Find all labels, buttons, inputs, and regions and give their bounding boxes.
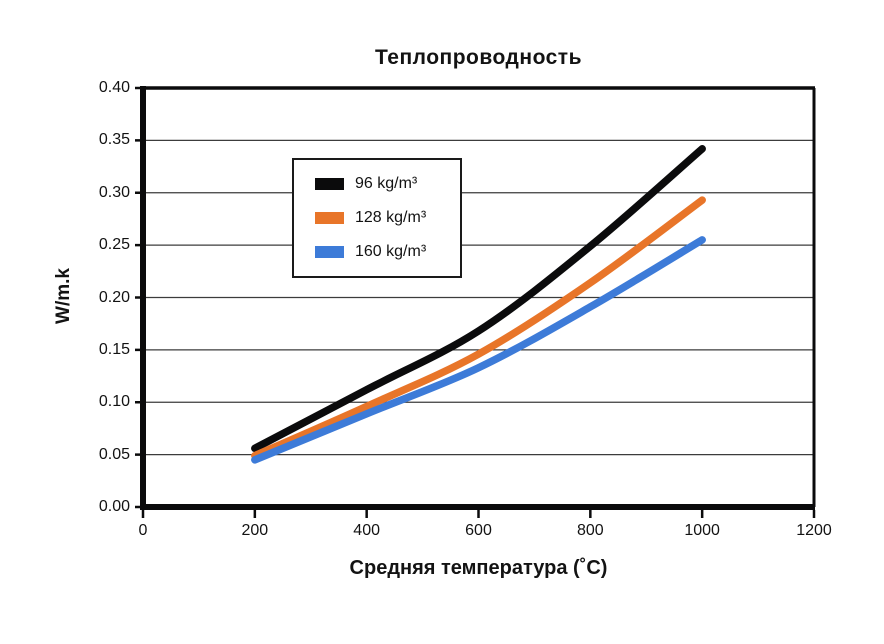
y-tick-label: 0.20: [98, 288, 130, 306]
x-tick-label: 1000: [684, 522, 720, 539]
series-line-160: [251, 236, 706, 464]
x-axis-title: Средняя температура (˚C): [349, 557, 608, 579]
legend-swatch: [315, 246, 344, 258]
y-tick-label: 0.35: [98, 131, 130, 149]
y-tick-label: 0.15: [98, 340, 130, 358]
x-tick-label: 0: [138, 522, 148, 539]
legend: 96 kg/m³ 128 kg/m³ 160 kg/m³: [292, 158, 462, 278]
x-tick-label: 1200: [796, 522, 832, 539]
y-tick-label: 0.40: [98, 79, 130, 96]
y-tick-label: 0.10: [98, 393, 130, 411]
x-tick-label: 800: [576, 522, 604, 539]
series-line-96: [251, 145, 706, 453]
legend-label: 128 kg/m³: [355, 209, 427, 226]
legend-swatch: [315, 212, 344, 224]
legend-item: 160 kg/m³: [315, 243, 460, 261]
y-tick-label: 0.30: [98, 183, 130, 201]
legend-swatch: [315, 178, 344, 190]
y-tick-label: 0.05: [98, 445, 130, 463]
x-tick-label: 200: [241, 522, 269, 539]
legend-item: 96 kg/m³: [315, 175, 460, 193]
legend-label: 96 kg/m³: [355, 175, 418, 192]
chart-title: Теплопроводность: [375, 46, 582, 69]
legend-item: 128 kg/m³: [315, 209, 460, 227]
y-tick-label: 0.25: [98, 236, 130, 254]
legend-label: 160 kg/m³: [355, 243, 427, 260]
x-tick-label: 600: [465, 522, 492, 539]
series-line-128: [251, 196, 706, 460]
x-tick-label: 400: [353, 522, 380, 539]
y-tick-label: 0.00: [98, 498, 130, 515]
